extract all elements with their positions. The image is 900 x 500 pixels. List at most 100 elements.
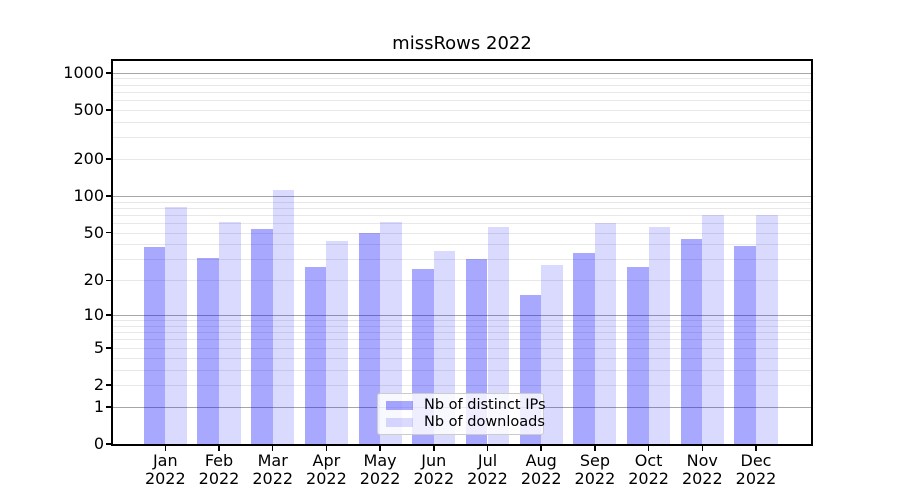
x-tick-label-dec: Dec 2022 bbox=[735, 451, 777, 488]
gridline-minor-800 bbox=[113, 84, 811, 86]
bar-distinct-ips-may bbox=[358, 232, 381, 445]
bar-downloads-may bbox=[380, 222, 402, 445]
y-tick-label-50: 50 bbox=[83, 222, 104, 242]
x-tick-label-oct: Oct 2022 bbox=[628, 451, 669, 488]
gridline-minor-40 bbox=[113, 244, 811, 246]
spine-bottom bbox=[111, 444, 813, 446]
x-tick-sep bbox=[594, 446, 596, 451]
gridline-minor-2 bbox=[113, 384, 811, 386]
gridline-major-1000 bbox=[113, 72, 811, 74]
legend-swatch-downloads bbox=[386, 418, 413, 427]
x-tick-label-jul: Jul 2022 bbox=[467, 451, 508, 488]
x-tick-nov bbox=[701, 446, 704, 451]
gridline-minor-3 bbox=[113, 369, 811, 371]
y-tick-1 bbox=[106, 405, 111, 408]
y-tick-2 bbox=[106, 384, 111, 386]
bar-downloads-apr bbox=[326, 240, 348, 445]
gridline-minor-700 bbox=[113, 91, 811, 93]
gridline-minor-9 bbox=[113, 320, 811, 322]
y-tick-5 bbox=[106, 346, 111, 349]
gridline-minor-900 bbox=[113, 78, 811, 80]
bar-distinct-ips-sep bbox=[573, 252, 595, 445]
y-tick-label-500: 500 bbox=[73, 99, 104, 119]
y-tick-label-100: 100 bbox=[73, 185, 104, 205]
x-tick-may bbox=[379, 446, 381, 451]
x-tick-mar bbox=[271, 446, 274, 451]
gridline-minor-60 bbox=[113, 223, 811, 225]
x-tick-label-aug: Aug 2022 bbox=[520, 451, 562, 488]
bar-downloads-oct bbox=[648, 226, 671, 445]
gridline-minor-7 bbox=[113, 332, 811, 334]
gridline-minor-70 bbox=[113, 214, 811, 216]
x-tick-label-jan: Jan 2022 bbox=[144, 451, 186, 488]
gridline-minor-80 bbox=[113, 207, 811, 209]
y-tick-1000 bbox=[106, 71, 111, 74]
gridline-minor-5 bbox=[113, 347, 811, 349]
gridline-minor-600 bbox=[113, 100, 811, 102]
gridline-minor-400 bbox=[113, 121, 811, 123]
x-tick-label-feb: Feb 2022 bbox=[198, 451, 240, 488]
bar-distinct-ips-apr bbox=[304, 266, 327, 445]
y-tick-10 bbox=[106, 314, 111, 316]
gridline-minor-50 bbox=[113, 232, 811, 234]
gridline-minor-20 bbox=[113, 280, 811, 282]
y-tick-50 bbox=[106, 231, 111, 234]
gridline-minor-4 bbox=[113, 357, 811, 359]
gridline-major-10 bbox=[113, 315, 811, 317]
bar-downloads-dec bbox=[756, 214, 778, 445]
x-tick-aug bbox=[540, 446, 542, 451]
bar-distinct-ips-jan bbox=[143, 247, 166, 445]
bar-distinct-ips-oct bbox=[627, 266, 649, 445]
bar-downloads-sep bbox=[594, 223, 617, 445]
bar-distinct-ips-feb bbox=[197, 257, 219, 445]
x-tick-dec bbox=[755, 446, 757, 451]
legend-item-distinct-ips: Nb of distinct IPs bbox=[386, 397, 546, 414]
y-tick-200 bbox=[106, 158, 111, 160]
bar-downloads-aug bbox=[541, 264, 563, 445]
x-tick-jan bbox=[164, 446, 167, 451]
bar-downloads-feb bbox=[219, 222, 241, 445]
bar-downloads-jan bbox=[165, 207, 187, 445]
y-tick-label-1: 1 bbox=[93, 396, 104, 416]
legend-label-distinct-ips: Nb of distinct IPs bbox=[424, 397, 546, 413]
gridline-minor-90 bbox=[113, 201, 811, 203]
bar-downloads-nov bbox=[702, 214, 724, 445]
y-tick-label-20: 20 bbox=[83, 270, 104, 290]
x-tick-label-nov: Nov 2022 bbox=[681, 451, 723, 488]
y-tick-label-5: 5 bbox=[93, 337, 104, 357]
gridline-minor-8 bbox=[113, 325, 811, 327]
gridline-minor-300 bbox=[113, 137, 811, 139]
x-tick-apr bbox=[325, 446, 328, 451]
x-tick-jul bbox=[486, 446, 489, 451]
x-tick-feb bbox=[218, 446, 220, 451]
x-tick-label-jun: Jun 2022 bbox=[413, 451, 455, 488]
gridline-minor-500 bbox=[113, 109, 811, 111]
y-tick-label-10: 10 bbox=[83, 305, 104, 325]
y-tick-100 bbox=[106, 195, 111, 197]
gridline-minor-30 bbox=[113, 259, 811, 261]
y-tick-label-0: 0 bbox=[93, 434, 104, 453]
bar-distinct-ips-nov bbox=[680, 239, 703, 445]
y-tick-label-200: 200 bbox=[73, 148, 104, 168]
x-tick-label-may: May 2022 bbox=[359, 451, 401, 488]
x-tick-oct bbox=[647, 446, 650, 451]
bar-downloads-mar bbox=[272, 190, 295, 445]
legend: Nb of distinct IPs Nb of downloads bbox=[377, 393, 546, 435]
y-tick-500 bbox=[106, 109, 111, 111]
legend-label-downloads: Nb of downloads bbox=[424, 414, 545, 430]
bar-downloads-jul bbox=[487, 226, 510, 445]
legend-item-downloads: Nb of downloads bbox=[386, 414, 545, 431]
spine-left bbox=[111, 59, 113, 446]
x-tick-jun bbox=[433, 446, 435, 451]
legend-swatch-distinct-ips bbox=[386, 401, 413, 410]
gridline-minor-6 bbox=[113, 339, 811, 341]
spine-right bbox=[811, 59, 813, 446]
y-tick-label-1000: 1000 bbox=[63, 62, 104, 82]
gridline-major-100 bbox=[113, 195, 811, 197]
x-tick-label-sep: Sep 2022 bbox=[574, 451, 616, 488]
bar-distinct-ips-dec bbox=[734, 245, 756, 445]
bar-distinct-ips-mar bbox=[251, 228, 273, 445]
y-tick-0 bbox=[106, 443, 111, 445]
gridline-minor-200 bbox=[113, 158, 811, 160]
